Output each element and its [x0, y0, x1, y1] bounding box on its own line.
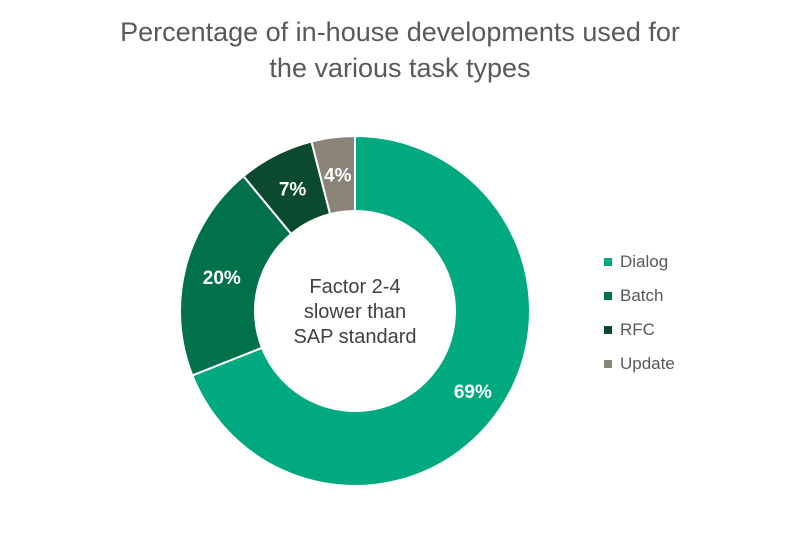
legend-item-dialog[interactable]: Dialog — [604, 245, 675, 279]
legend-swatch-batch — [604, 292, 612, 300]
legend-label-dialog: Dialog — [620, 252, 669, 271]
slice-dialog[interactable] — [190, 134, 531, 487]
data-label-dialog: 69% — [454, 382, 492, 403]
slice-update[interactable] — [310, 134, 356, 216]
chart-title: Percentage of in-house developments used… — [0, 14, 800, 86]
legend-item-batch[interactable]: Batch — [604, 279, 675, 313]
center-text-line-2: slower than — [304, 301, 406, 323]
legend: Dialog Batch RFC Update — [604, 245, 675, 381]
center-text-line-3: SAP standard — [293, 326, 416, 348]
legend-item-update[interactable]: Update — [604, 347, 675, 381]
legend-swatch-update — [604, 360, 612, 368]
legend-label-update: Update — [620, 354, 675, 373]
legend-label-rfc: RFC — [620, 320, 655, 339]
chart-title-line-1: Percentage of in-house developments used… — [120, 17, 680, 47]
legend-swatch-rfc — [604, 326, 612, 334]
data-label-batch: 20% — [203, 268, 241, 289]
legend-swatch-dialog — [604, 258, 612, 266]
legend-label-batch: Batch — [620, 286, 664, 305]
center-text-line-1: Factor 2-4 — [309, 276, 400, 298]
legend-item-rfc[interactable]: RFC — [604, 313, 675, 347]
chart-title-line-2: the various task types — [269, 53, 531, 83]
data-label-update: 4% — [324, 166, 352, 187]
data-label-rfc: 7% — [279, 179, 307, 200]
